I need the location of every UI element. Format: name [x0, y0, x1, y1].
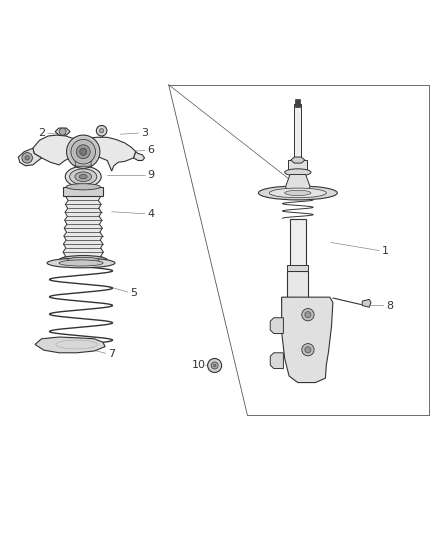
Text: 4: 4: [148, 209, 155, 219]
Circle shape: [208, 359, 222, 373]
Circle shape: [22, 152, 32, 163]
Text: 5: 5: [130, 288, 137, 298]
Circle shape: [305, 312, 311, 318]
Text: 1: 1: [382, 246, 389, 256]
Text: 3: 3: [141, 128, 148, 138]
Text: 7: 7: [108, 349, 115, 359]
Polygon shape: [63, 197, 104, 260]
Circle shape: [96, 125, 107, 136]
Circle shape: [25, 156, 29, 160]
Bar: [290, 219, 306, 266]
Text: 8: 8: [386, 301, 393, 311]
Ellipse shape: [66, 184, 100, 190]
Ellipse shape: [59, 255, 107, 264]
Circle shape: [211, 362, 218, 369]
Bar: [287, 271, 308, 336]
Polygon shape: [291, 157, 305, 163]
Bar: [63, 187, 103, 197]
Ellipse shape: [59, 260, 103, 266]
Polygon shape: [75, 157, 91, 166]
Polygon shape: [134, 152, 145, 160]
Text: 6: 6: [148, 146, 155, 156]
Bar: [294, 104, 301, 170]
Text: 2: 2: [38, 128, 45, 138]
Circle shape: [302, 344, 314, 356]
Ellipse shape: [79, 174, 87, 179]
Polygon shape: [282, 297, 333, 383]
Circle shape: [67, 135, 100, 168]
Polygon shape: [270, 353, 283, 368]
Ellipse shape: [285, 169, 311, 176]
Circle shape: [213, 364, 216, 367]
Polygon shape: [55, 128, 70, 135]
Polygon shape: [35, 337, 105, 353]
Polygon shape: [33, 135, 136, 171]
Circle shape: [80, 148, 87, 155]
Circle shape: [76, 145, 90, 159]
Circle shape: [305, 346, 311, 353]
Ellipse shape: [67, 257, 99, 263]
Bar: [295, 99, 300, 107]
Ellipse shape: [269, 188, 326, 198]
Circle shape: [302, 309, 314, 321]
Ellipse shape: [75, 172, 92, 182]
Circle shape: [59, 128, 66, 135]
Text: 10: 10: [192, 360, 206, 370]
Ellipse shape: [47, 258, 115, 268]
Polygon shape: [270, 318, 283, 334]
Text: 9: 9: [148, 169, 155, 180]
Polygon shape: [362, 300, 371, 307]
Ellipse shape: [285, 190, 311, 196]
Ellipse shape: [258, 186, 337, 200]
Bar: [287, 265, 308, 271]
Polygon shape: [18, 148, 42, 166]
Circle shape: [71, 140, 95, 164]
Ellipse shape: [65, 166, 101, 187]
Polygon shape: [286, 174, 310, 191]
Ellipse shape: [70, 169, 97, 184]
Circle shape: [99, 128, 104, 133]
Bar: [288, 160, 307, 172]
